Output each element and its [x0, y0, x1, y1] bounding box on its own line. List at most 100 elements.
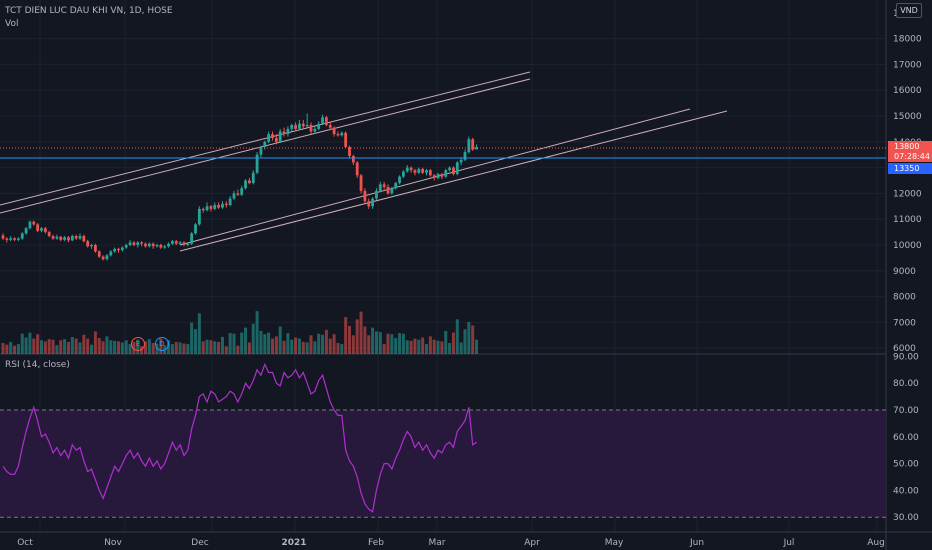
volume-bar — [475, 339, 479, 354]
currency-button[interactable]: VND — [896, 3, 922, 18]
candle-body — [159, 245, 163, 248]
time-tick-label: Nov — [104, 538, 122, 548]
volume-bar — [201, 341, 205, 354]
volume-bar — [286, 333, 290, 354]
price-tick-label: 15000 — [893, 112, 922, 122]
candle-body — [217, 205, 220, 208]
symbol-title[interactable]: TCT DIEN LUC DAU KHI VN, 1D, HOSE — [5, 6, 173, 16]
candle-body — [67, 237, 70, 241]
last-price: 13800 — [894, 142, 920, 151]
candle-body — [105, 255, 109, 260]
candle-body — [213, 205, 217, 209]
candle-body — [298, 123, 301, 129]
rsi-tick-label: 70.00 — [893, 406, 919, 416]
volume-bar — [194, 329, 197, 354]
candle-body — [78, 235, 82, 239]
volume-bar — [259, 330, 263, 354]
volume-bar — [417, 339, 421, 354]
candle-body — [140, 242, 143, 244]
candle-body — [305, 125, 309, 127]
volume-bar — [332, 334, 336, 354]
volume-bar — [182, 343, 186, 354]
earnings-event-icon[interactable]: E — [131, 337, 145, 351]
candle-body — [147, 243, 151, 247]
candle-body — [109, 251, 113, 256]
candle-body — [178, 242, 182, 244]
axes: 1800017000160001500014000120001100010000… — [17, 9, 922, 548]
volume-bar — [409, 340, 413, 354]
volume-bar — [197, 313, 201, 354]
price-tick-label: 18000 — [893, 35, 922, 45]
volume-bar — [425, 344, 428, 354]
candle-body — [174, 241, 178, 244]
candle-body — [267, 134, 271, 142]
time-tick-label: Aug — [867, 538, 885, 548]
volume-bar — [317, 333, 321, 354]
price-tick-label: 17000 — [893, 60, 922, 70]
rsi-tick-label: 60.00 — [893, 433, 919, 443]
candle-body — [271, 134, 274, 138]
volume-bar — [63, 339, 67, 354]
volume-bar — [390, 334, 394, 354]
volume-bar — [151, 343, 155, 354]
volume-bar — [374, 331, 378, 354]
volume-bar — [271, 338, 274, 354]
candle-body — [405, 167, 409, 172]
candle-body — [59, 236, 63, 240]
volume-bar — [278, 326, 282, 354]
candle-body — [336, 134, 340, 136]
candle-body — [278, 131, 282, 142]
volume-bar — [47, 339, 51, 354]
candle-body — [332, 127, 336, 135]
volume-bar — [93, 331, 97, 354]
candle-body — [186, 243, 190, 245]
volume-bar — [382, 344, 386, 354]
volume-legend[interactable]: Vol — [5, 19, 19, 29]
rsi-pane — [0, 362, 886, 518]
rsi-legend[interactable]: RSI (14, close) — [5, 360, 70, 370]
channel-line-0 — [0, 71, 531, 206]
volume-bar — [436, 340, 440, 354]
horizontal-line-price-tag: 13350 — [888, 163, 932, 174]
volume-bar — [128, 344, 132, 354]
candle-body — [244, 180, 247, 189]
volume-bar — [301, 341, 305, 354]
volume-bar — [324, 329, 328, 354]
last-price-tag: 13800 07:28:44 — [888, 141, 932, 162]
candle-body — [128, 242, 132, 245]
volume-bar — [321, 334, 325, 354]
candle-body — [290, 125, 294, 129]
volume-bar — [117, 341, 120, 354]
volume-bar — [247, 342, 251, 354]
volume-bar — [371, 327, 375, 354]
dividend-event-icon[interactable]: D — [155, 337, 169, 351]
volume-bar — [394, 338, 398, 354]
candle-body — [236, 193, 240, 195]
candle-body — [240, 188, 244, 195]
time-tick-label: Apr — [524, 538, 540, 548]
volume-bar — [348, 325, 351, 354]
volume-bar — [186, 344, 190, 354]
volume-bar — [455, 319, 459, 354]
volume-bar — [20, 333, 24, 354]
candle-body — [55, 236, 59, 239]
candle-body — [421, 168, 425, 173]
volume-bar — [421, 337, 425, 354]
candle-body — [194, 224, 197, 234]
channel-line-3 — [179, 110, 728, 252]
volume-bar — [463, 329, 467, 354]
candle-body — [359, 175, 363, 191]
candle-body — [221, 203, 224, 208]
time-tick-label: Mar — [429, 538, 446, 548]
volume-bar — [105, 336, 109, 354]
horizontal-lines[interactable] — [0, 147, 886, 159]
volume-bar — [282, 340, 286, 354]
volume-bar — [244, 327, 248, 354]
volume-bar — [251, 323, 255, 354]
candle-body — [382, 184, 386, 187]
candle-body — [432, 175, 436, 178]
rsi-tick-label: 80.00 — [893, 379, 919, 389]
trend-channels[interactable] — [0, 71, 728, 252]
candle-body — [409, 167, 413, 171]
